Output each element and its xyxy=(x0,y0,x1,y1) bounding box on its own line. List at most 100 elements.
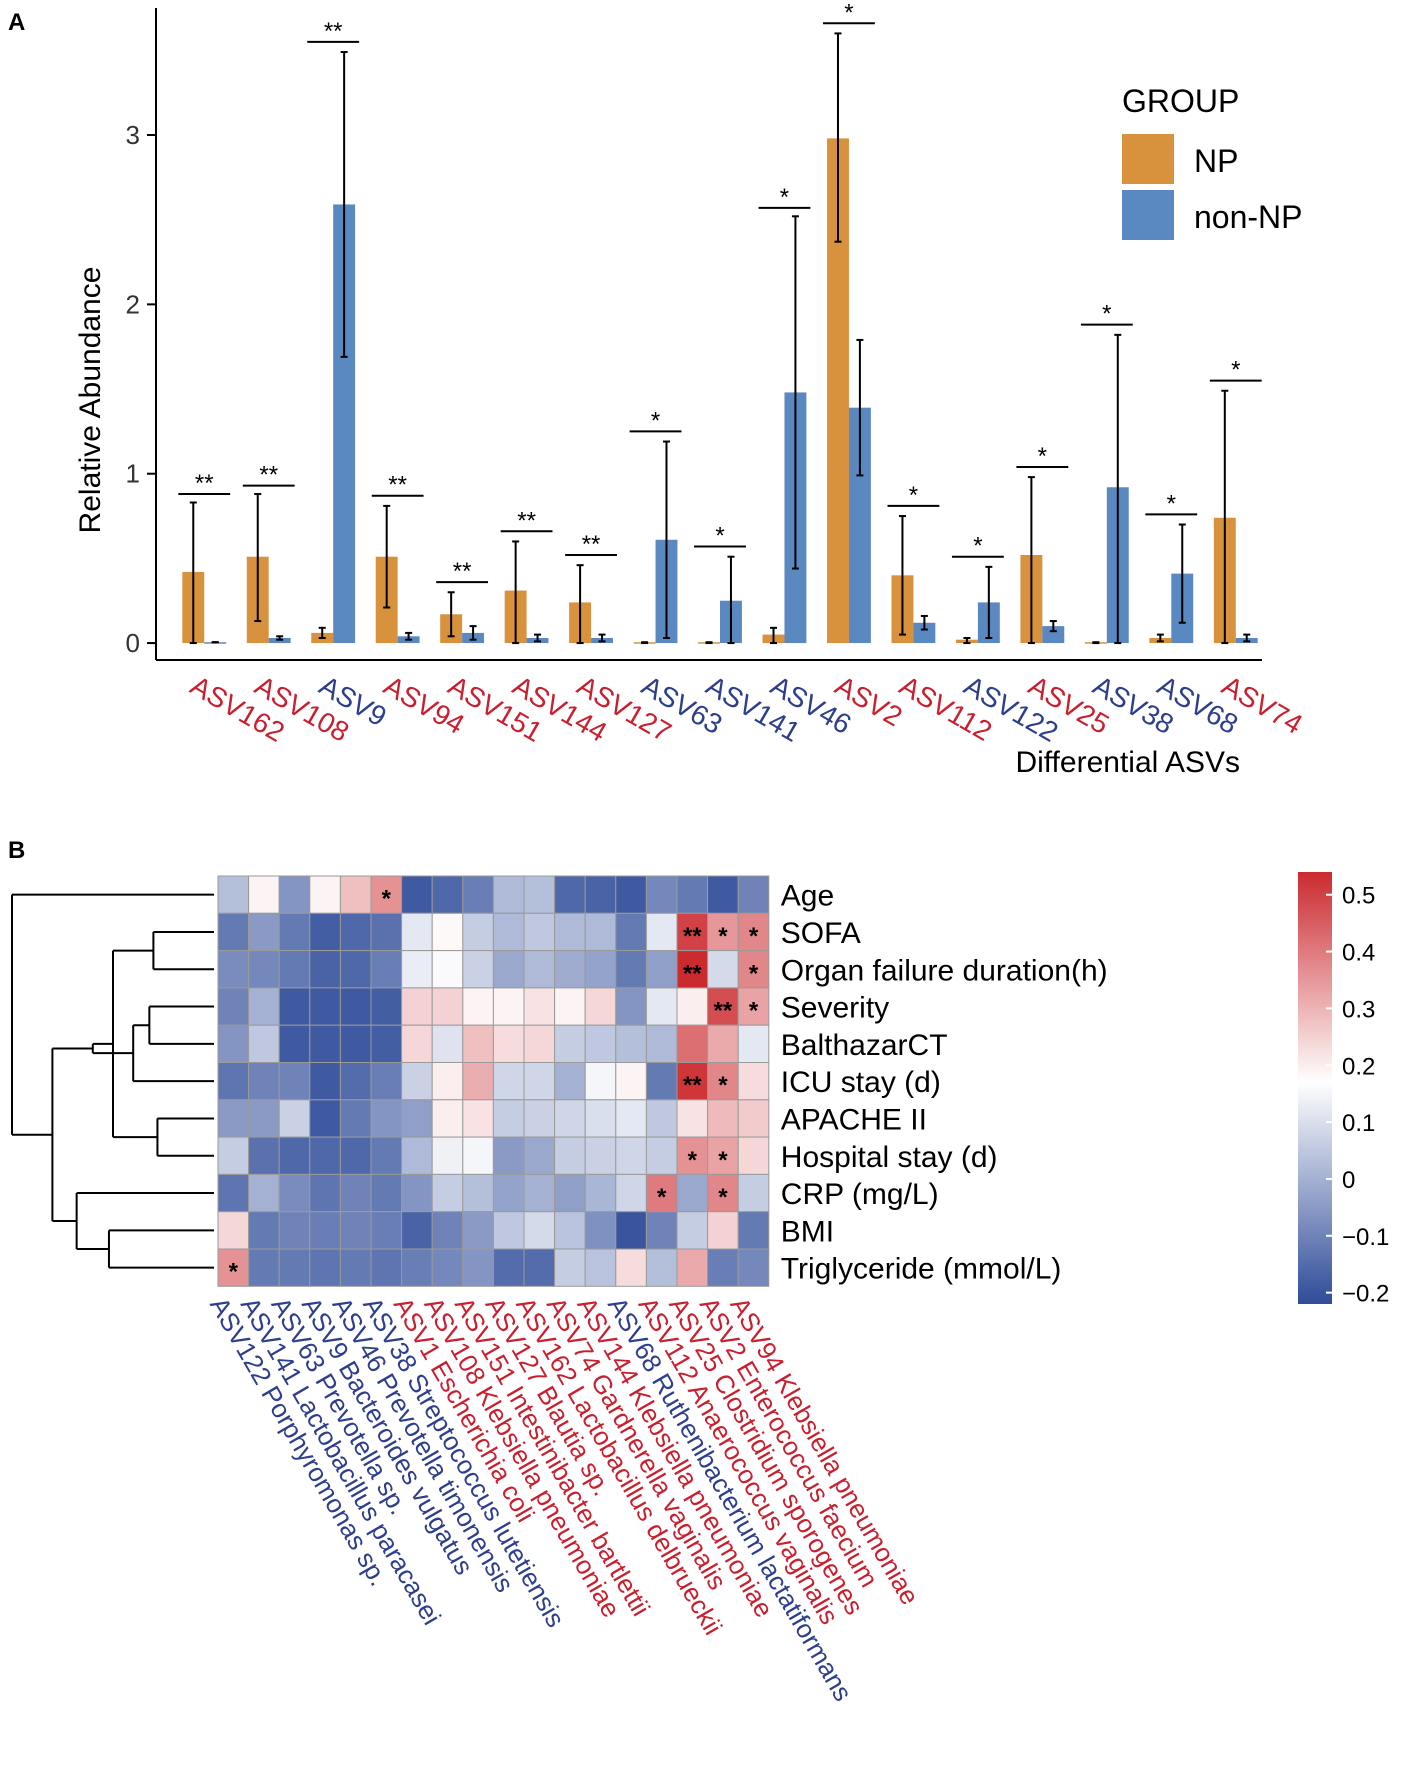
heatmap-cell xyxy=(431,950,464,989)
y-tick-label: 1 xyxy=(126,459,140,489)
heatmap-cell xyxy=(707,1024,739,1063)
heatmap-cell xyxy=(737,1024,770,1063)
heatmap-cell xyxy=(645,1211,678,1250)
heatmap-cell xyxy=(309,1062,341,1101)
heatmap-cell xyxy=(431,1099,464,1138)
heatmap-cell xyxy=(492,1099,525,1138)
heatmap-cell xyxy=(431,1062,464,1101)
heatmap-cell xyxy=(431,1136,464,1175)
heatmap-cell xyxy=(462,1211,494,1250)
heatmap-cell xyxy=(248,950,280,989)
significance-stars-asv122: * xyxy=(973,533,982,560)
y-tick-label: 0 xyxy=(126,628,140,658)
heatmap-cell xyxy=(492,1248,525,1287)
heatmap-cell xyxy=(645,1248,678,1287)
heatmap-cell xyxy=(401,1136,433,1175)
heatmap-star: * xyxy=(749,998,759,1025)
heatmap-cell xyxy=(431,1173,464,1213)
heatmap-cell xyxy=(584,1248,617,1287)
heatmap-cell xyxy=(645,912,678,952)
legend: GROUP NP non-NP xyxy=(1122,83,1303,240)
heatmap-cell xyxy=(707,1099,739,1138)
heatmap-cell xyxy=(248,1024,280,1063)
heatmap-cell xyxy=(707,1211,739,1250)
heatmap-cell xyxy=(523,1211,556,1250)
heatmap-cell xyxy=(676,1173,709,1213)
heatmap-cell xyxy=(401,875,433,914)
heatmap-cell xyxy=(707,1248,739,1287)
heatmap-cell xyxy=(339,1248,372,1287)
heatmap-cells xyxy=(217,875,770,1287)
heatmap-cell xyxy=(523,1099,556,1138)
heatmap-star: * xyxy=(718,923,728,950)
heatmap-cell xyxy=(676,987,709,1026)
heatmap-cell xyxy=(217,950,250,989)
heatmap-cell xyxy=(737,950,770,989)
heatmap-cell xyxy=(737,1211,770,1250)
heatmap-cell xyxy=(339,1211,372,1250)
heatmap-cell xyxy=(523,950,556,989)
colorbar: 0.5 0.4 0.3 0.2 0.1 0 −0.1 −0.2 xyxy=(1298,872,1389,1308)
heatmap-cell xyxy=(401,1062,433,1101)
heatmap-cell xyxy=(370,1136,403,1175)
heatmap-cell xyxy=(737,1099,770,1138)
heatmap-cell xyxy=(462,912,494,952)
heatmap-cell xyxy=(523,912,556,952)
heatmap-cell xyxy=(339,875,372,914)
heatmap-cell xyxy=(278,1024,311,1063)
heatmap-cell xyxy=(462,987,494,1026)
heatmap-cell xyxy=(401,1024,433,1063)
heatmap-cell xyxy=(554,1211,586,1250)
heatmap-cell xyxy=(615,987,647,1026)
heatmap-cell xyxy=(217,987,250,1026)
heatmap-cell xyxy=(584,987,617,1026)
heatmap-cell xyxy=(248,1099,280,1138)
significance-stars-asv162: ** xyxy=(195,470,214,497)
legend-label-np: NP xyxy=(1194,143,1238,179)
significance-stars-asv38: * xyxy=(1102,301,1111,328)
row-label: BMI xyxy=(781,1215,834,1248)
heatmap-cell xyxy=(707,912,739,952)
heatmap-cell xyxy=(401,950,433,989)
heatmap-cell xyxy=(309,1099,341,1138)
significance-stars-asv68: * xyxy=(1167,490,1176,517)
heatmap-cell xyxy=(645,950,678,989)
heatmap-cell xyxy=(492,1211,525,1250)
heatmap-cell xyxy=(339,1173,372,1213)
heatmap-cell xyxy=(584,1062,617,1101)
colorbar-gradient xyxy=(1298,872,1332,1304)
heatmap-cell xyxy=(278,1136,311,1175)
heatmap-cell xyxy=(309,1211,341,1250)
heatmap-cell xyxy=(217,1211,250,1250)
heatmap-star: * xyxy=(688,1147,698,1174)
heatmap-cell xyxy=(309,1024,341,1063)
colorbar-tick-label: 0.3 xyxy=(1342,996,1375,1023)
heatmap-cell xyxy=(615,875,647,914)
heatmap-cell xyxy=(615,1248,647,1287)
heatmap-cell xyxy=(523,1173,556,1213)
heatmap-cell xyxy=(278,1211,311,1250)
heatmap-cell xyxy=(554,987,586,1026)
heatmap-cell xyxy=(401,1211,433,1250)
heatmap-star: ** xyxy=(683,1072,702,1099)
heatmap-cell xyxy=(370,1211,403,1250)
heatmap-cell xyxy=(676,1024,709,1063)
heatmap-cell xyxy=(676,1099,709,1138)
heatmap-cell xyxy=(309,912,341,952)
x-tick-labels: ASV162ASV108ASV9ASV94ASV151ASV144ASV127A… xyxy=(185,670,1308,748)
legend-title: GROUP xyxy=(1122,83,1239,119)
heatmap-cell xyxy=(339,1099,372,1138)
heatmap-cell xyxy=(554,1248,586,1287)
heatmap-cell xyxy=(523,875,556,914)
heatmap-cell xyxy=(492,1062,525,1101)
heatmap-cell xyxy=(370,987,403,1026)
legend-label-non-np: non-NP xyxy=(1194,199,1303,235)
heatmap-cell xyxy=(554,875,586,914)
y-tick-label: 3 xyxy=(126,120,140,150)
heatmap-cell xyxy=(584,1136,617,1175)
heatmap-cell xyxy=(248,987,280,1026)
heatmap-cell xyxy=(431,1211,464,1250)
column-labels: ASV122 Porphyromonas sp.ASV141 Lactobaci… xyxy=(204,1292,925,1706)
